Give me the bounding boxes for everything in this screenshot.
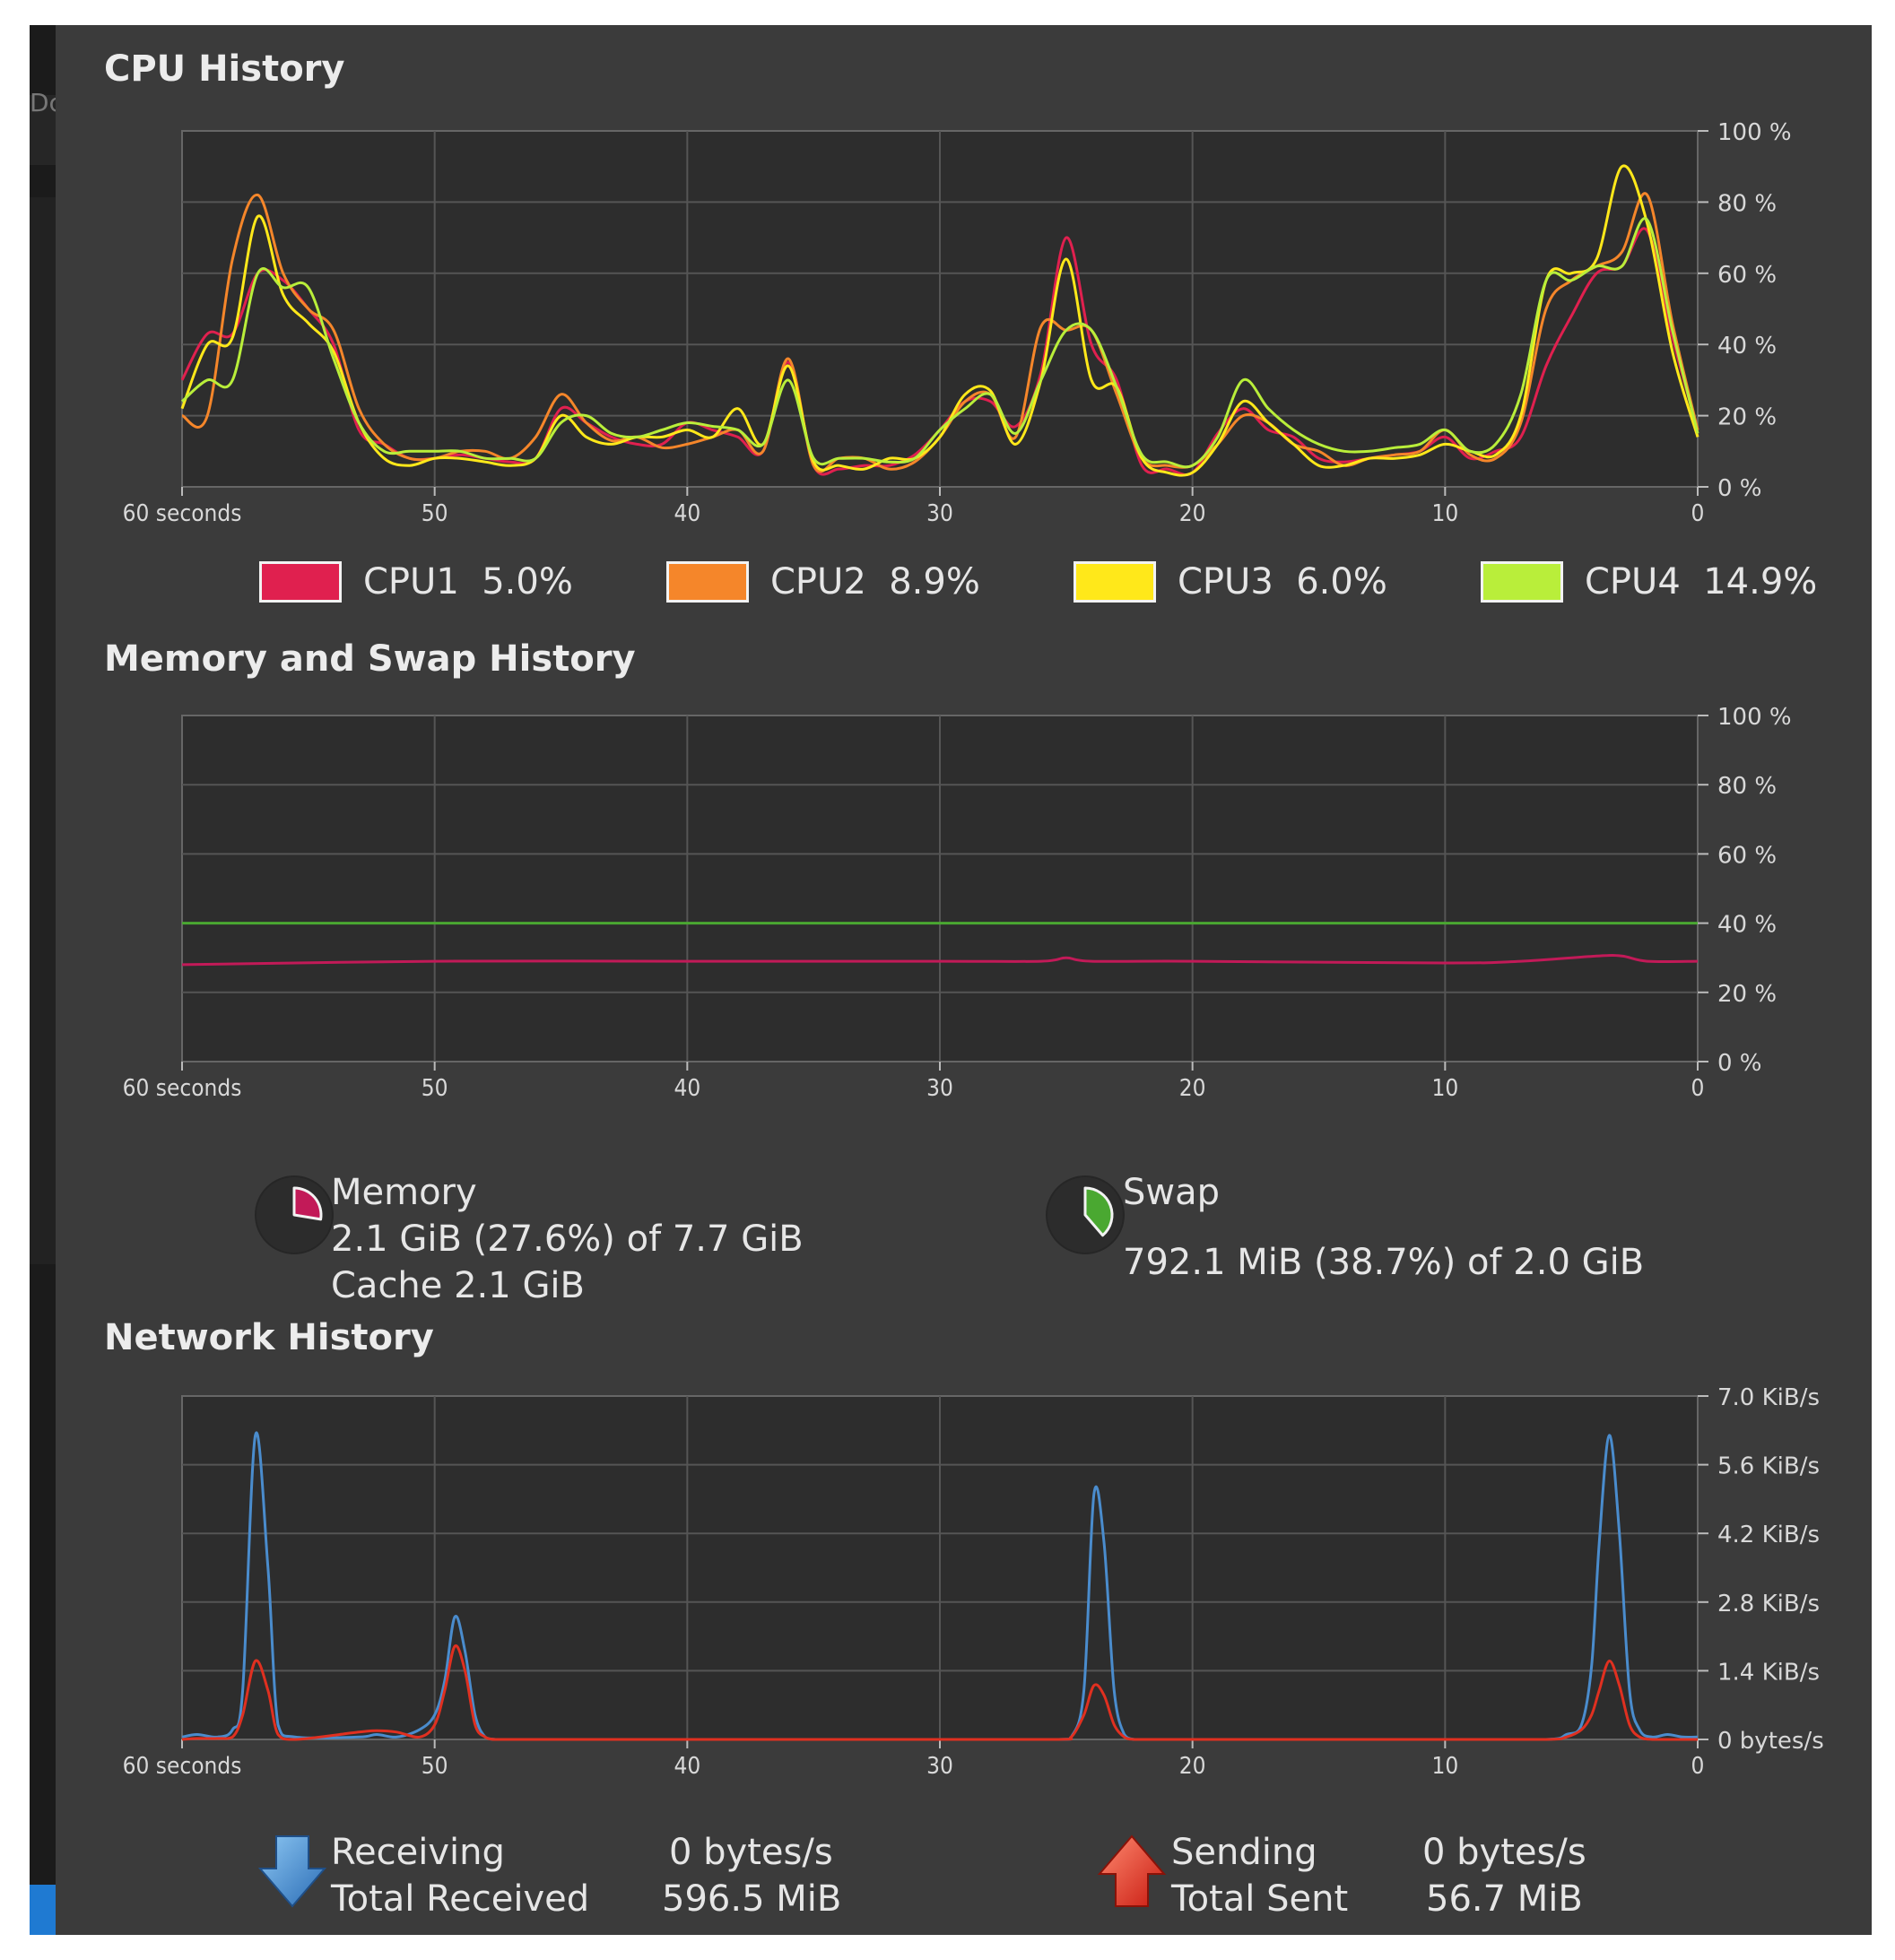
memory-label: Memory [331, 1172, 477, 1213]
swap-label: Swap [1123, 1172, 1221, 1213]
upload-arrow-icon [1097, 1834, 1167, 1907]
network-ytick-label: 7.0 KiB/s [1717, 1384, 1820, 1411]
cpu-xtick-label: 20 [1179, 500, 1206, 527]
network-xtick-label: 30 [926, 1753, 953, 1780]
network-ytick-label: 0 bytes/s [1717, 1728, 1824, 1755]
cpu-series-cpu4 [181, 217, 1699, 469]
cpu-ytick-label: 100 % [1717, 119, 1792, 146]
receiving-label: Receiving [331, 1832, 505, 1873]
memory-ytick-label: 0 % [1717, 1050, 1762, 1077]
memory-value: 2.1 GiB (27.6%) of 7.7 GiB [331, 1218, 804, 1260]
cpu3-label: CPU3 [1178, 561, 1273, 603]
cpu2-value: 8.9% [889, 561, 980, 603]
memory-ytick-label: 60 % [1717, 842, 1777, 869]
cpu1-color-swatch[interactable] [259, 561, 342, 603]
memory-ytick-label: 100 % [1717, 704, 1792, 731]
network-xtick-label: 10 [1431, 1753, 1458, 1780]
cpu2-color-swatch[interactable] [666, 561, 749, 603]
legend-cpu3[interactable]: CPU3 6.0% [1074, 561, 1387, 603]
cpu-ytick-label: 40 % [1717, 333, 1777, 360]
network-xtick-label: 40 [674, 1753, 700, 1780]
sending-label: Sending [1171, 1832, 1317, 1873]
receiving-info: Receiving Total Received [331, 1829, 589, 1922]
sending-values: 0 bytes/s 56.7 MiB [1422, 1829, 1586, 1922]
network-ytick-label: 2.8 KiB/s [1717, 1591, 1820, 1617]
network-ytick-label: 1.4 KiB/s [1717, 1659, 1820, 1686]
background-tab [30, 95, 56, 165]
memory-swap-history-graph: 60 seconds 50 40 30 20 10 0 100 % 80 % 60 % 40 % 20… [123, 704, 1792, 1102]
cpu4-color-swatch[interactable] [1481, 561, 1563, 603]
cpu-xtick-label: 30 [926, 500, 953, 527]
network-xtick-label: 50 [422, 1753, 448, 1780]
cpu1-label: CPU1 [363, 561, 459, 603]
cpu-xtick-label: 40 [674, 500, 700, 527]
memory-ytick-label: 80 % [1717, 773, 1777, 800]
swap-info: Swap 792.1 MiB (38.7%) of 2.0 GiB [1123, 1169, 1644, 1286]
cpu-xtick-label: 0 [1691, 500, 1705, 527]
swap-pie-icon [1046, 1175, 1125, 1254]
network-xtick-label: 0 [1691, 1753, 1705, 1780]
background-selection-bar [30, 1885, 56, 1935]
cpu3-color-swatch[interactable] [1074, 561, 1156, 603]
download-arrow-icon [257, 1835, 327, 1908]
cpu3-value: 6.0% [1296, 561, 1387, 603]
memory-series-memory [181, 954, 1699, 967]
network-ytick-label: 5.6 KiB/s [1717, 1453, 1820, 1480]
cpu-xtick-label: 50 [422, 500, 448, 527]
cpu-history-title: CPU History [104, 48, 345, 90]
memory-xtick-label: 30 [926, 1075, 953, 1102]
network-xtick-label: 60 seconds [123, 1753, 242, 1780]
memory-xtick-label: 40 [674, 1075, 700, 1102]
legend-cpu1[interactable]: CPU1 5.0% [259, 561, 573, 603]
cpu-ytick-label: 80 % [1717, 190, 1777, 217]
resources-panel: CPU History 60 seconds 50 40 30 20 10 0 100 % 80… [56, 25, 1872, 1935]
cpu4-value: 14.9% [1703, 561, 1818, 603]
network-xtick-label: 20 [1179, 1753, 1206, 1780]
sending-info: Sending Total Sent [1171, 1829, 1348, 1922]
cpu-history-graph: 60 seconds 50 40 30 20 10 0 100 % 80 % 60 % 40 % 20… [123, 119, 1792, 527]
network-ytick-label: 4.2 KiB/s [1717, 1522, 1820, 1548]
memory-xtick-label: 50 [422, 1075, 448, 1102]
legend-cpu4[interactable]: CPU4 14.9% [1481, 561, 1817, 603]
memory-xtick-label: 60 seconds [123, 1075, 242, 1102]
memory-pie-wedge [292, 1186, 323, 1221]
cpu2-label: CPU2 [770, 561, 866, 603]
memory-swap-history-title: Memory and Swap History [104, 638, 636, 680]
total-received-label: Total Received [331, 1878, 590, 1920]
memory-ytick-label: 40 % [1717, 912, 1777, 939]
network-series-sending [181, 1644, 1698, 1741]
legend-cpu2[interactable]: CPU2 8.9% [666, 561, 980, 603]
cpu1-value: 5.0% [482, 561, 573, 603]
receiving-rate: 0 bytes/s [669, 1832, 833, 1873]
cpu4-label: CPU4 [1585, 561, 1681, 603]
cpu-ytick-label: 60 % [1717, 262, 1777, 289]
memory-cache-value: Cache 2.1 GiB [331, 1265, 585, 1306]
total-received-value: 596.5 MiB [662, 1878, 842, 1920]
memory-xtick-label: 0 [1691, 1075, 1705, 1102]
cpu-xtick-label: 60 seconds [123, 500, 242, 527]
swap-value: 792.1 MiB (38.7%) of 2.0 GiB [1123, 1242, 1645, 1283]
total-sent-label: Total Sent [1171, 1878, 1349, 1920]
network-history-graph: 60 seconds 50 40 30 20 10 0 7.0 KiB/s 5.6 KiB/s 4… [123, 1384, 1824, 1780]
memory-xtick-label: 10 [1431, 1075, 1458, 1102]
sending-rate: 0 bytes/s [1422, 1832, 1586, 1873]
cpu-ytick-label: 0 % [1717, 475, 1762, 502]
memory-info: Memory 2.1 GiB (27.6%) of 7.7 GiB Cache … [331, 1169, 804, 1309]
background-window-strip: Dc [30, 25, 63, 1935]
network-history-title: Network History [104, 1317, 434, 1358]
system-monitor-window: Dc CPU History 60 seconds 50 40 30 20 10 0 100 … [30, 25, 1872, 1935]
cpu-ytick-label: 20 % [1717, 404, 1777, 431]
memory-pie-icon [255, 1175, 334, 1254]
cpu-xtick-label: 10 [1431, 500, 1458, 527]
swap-pie-wedge [1083, 1186, 1114, 1237]
receiving-values: 0 bytes/s 596.5 MiB [662, 1829, 841, 1922]
memory-ytick-label: 20 % [1717, 981, 1777, 1008]
background-pane [30, 197, 56, 1264]
memory-xtick-label: 20 [1179, 1075, 1206, 1102]
total-sent-value: 56.7 MiB [1426, 1878, 1583, 1920]
